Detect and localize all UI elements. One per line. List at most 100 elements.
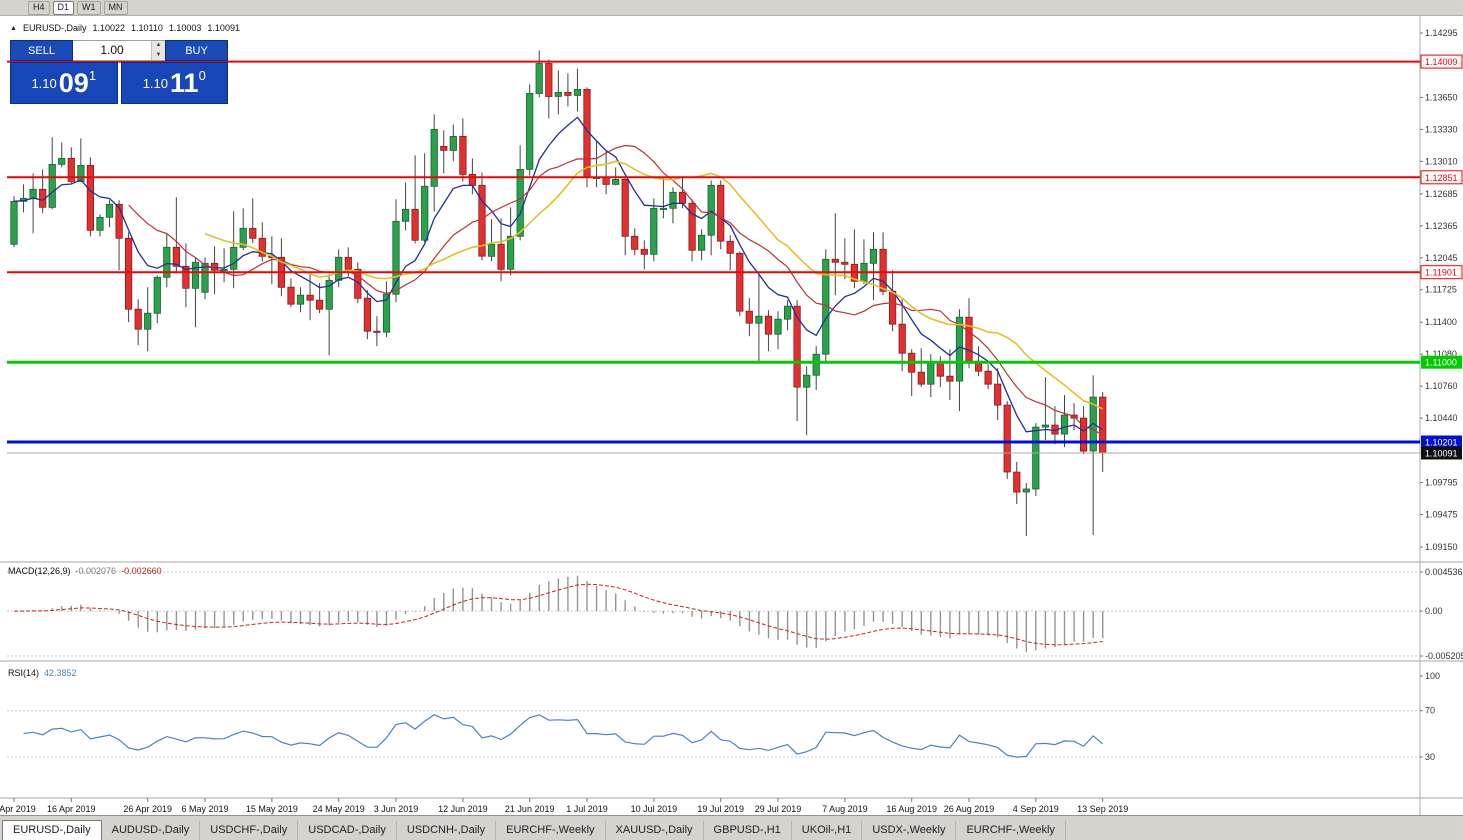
buy-price-prefix: 1.10: [142, 75, 169, 91]
svg-text:1.12365: 1.12365: [1425, 221, 1458, 231]
svg-text:21 Jun 2019: 21 Jun 2019: [505, 804, 555, 814]
svg-text:1.14295: 1.14295: [1425, 28, 1458, 38]
svg-text:4 Sep 2019: 4 Sep 2019: [1013, 804, 1059, 814]
svg-text:70: 70: [1425, 706, 1435, 716]
timeframe-button-h4[interactable]: H4: [28, 0, 50, 15]
timeframe-toolbar: H4 D1 W1 MN: [0, 0, 1463, 16]
svg-text:26 Aug 2019: 26 Aug 2019: [944, 804, 995, 814]
timeframe-button-d1[interactable]: D1: [52, 0, 75, 15]
volume-up-icon[interactable]: ▲: [152, 41, 165, 51]
candlesticks: [10, 50, 1107, 536]
svg-text:1.10091: 1.10091: [1425, 449, 1458, 459]
chart-tabs-bar: EURUSD-,Daily AUDUSD-,Daily USDCHF-,Daily U…: [0, 815, 1463, 840]
chart-tab-usdcnh-daily[interactable]: USDCNH-,Daily: [397, 821, 497, 840]
svg-text:1.12851: 1.12851: [1425, 173, 1458, 183]
svg-text:16 Apr 2019: 16 Apr 2019: [47, 804, 96, 814]
svg-text:15 May 2019: 15 May 2019: [246, 804, 298, 814]
bar-low-value: 1.10003: [168, 23, 202, 33]
svg-text:7 Aug 2019: 7 Aug 2019: [822, 804, 868, 814]
macd-indicator-label: MACD(12,26,9) -0.002076 -0.002660: [8, 566, 162, 576]
svg-text:1.11725: 1.11725: [1425, 285, 1457, 295]
sell-button[interactable]: SELL: [10, 40, 73, 61]
sell-price-pipette: 1: [88, 68, 97, 83]
svg-text:0.004536: 0.004536: [1425, 567, 1463, 577]
sell-price-prefix: 1.10: [31, 75, 57, 91]
ma-line-8: [13, 116, 1104, 433]
chart-tab-eurchf-weekly[interactable]: EURCHF-,Weekly: [956, 821, 1066, 840]
svg-text:1.12685: 1.12685: [1425, 189, 1458, 199]
chart-tab-audusd-daily[interactable]: AUDUSD-,Daily: [102, 821, 201, 840]
svg-text:1.11400: 1.11400: [1425, 317, 1457, 327]
chart-tab-usdcad-daily[interactable]: USDCAD-,Daily: [298, 821, 397, 840]
rsi-panel: 100 70 30: [7, 671, 1440, 762]
svg-text:1.13330: 1.13330: [1425, 124, 1458, 134]
chart-tab-eurusd-daily[interactable]: EURUSD-,Daily: [2, 820, 102, 840]
volume-input[interactable]: 1.00 ▲ ▼: [73, 40, 165, 61]
timeframe-button-mn[interactable]: MN: [103, 0, 128, 15]
buy-price-big-digits: 11: [170, 67, 199, 98]
svg-text:30: 30: [1425, 752, 1435, 762]
chart-tab-usdx-weekly[interactable]: USDX-,Weekly: [862, 821, 957, 840]
svg-text:1.09475: 1.09475: [1425, 510, 1458, 520]
svg-text:1.10760: 1.10760: [1425, 381, 1458, 391]
volume-spinner[interactable]: ▲ ▼: [151, 41, 165, 60]
volume-value[interactable]: 1.00: [100, 43, 124, 57]
svg-text:1.12045: 1.12045: [1425, 253, 1458, 263]
price-chart-canvas[interactable]: 1.142951.139851.136501.133301.130101.126…: [0, 16, 1463, 815]
bar-high-value: 1.10110: [131, 23, 163, 33]
svg-text:26 Apr 2019: 26 Apr 2019: [123, 804, 172, 814]
chart-tab-usdchf-daily[interactable]: USDCHF-,Daily: [200, 821, 299, 840]
svg-text:7 Apr 2019: 7 Apr 2019: [0, 804, 36, 814]
chart-tab-gbpusd-h1[interactable]: GBPUSD-,H1: [704, 821, 792, 840]
svg-text:16 Aug 2019: 16 Aug 2019: [886, 804, 937, 814]
svg-text:1.11080: 1.11080: [1425, 349, 1457, 359]
svg-text:13 Sep 2019: 13 Sep 2019: [1077, 804, 1128, 814]
chart-header: ▲ EURUSD-,Daily 1.10022 1.10110 1.10003 …: [10, 23, 240, 33]
svg-text:1.10440: 1.10440: [1425, 413, 1458, 423]
chart-tab-ukoil-h1[interactable]: UKOil-,H1: [792, 821, 863, 840]
svg-text:24 May 2019: 24 May 2019: [313, 804, 365, 814]
svg-text:10 Jul 2019: 10 Jul 2019: [631, 804, 678, 814]
chart-symbol-label: EURUSD-,Daily: [22, 23, 87, 33]
svg-text:1.11901: 1.11901: [1425, 268, 1457, 278]
sell-price-big-digits: 09: [58, 67, 89, 98]
volume-down-icon[interactable]: ▼: [152, 50, 165, 60]
svg-text:1.13650: 1.13650: [1425, 92, 1458, 102]
sell-price-display[interactable]: 1.10 09 1: [10, 62, 118, 104]
macd-main-value: -0.002076: [75, 566, 117, 576]
svg-text:-0.005205: -0.005205: [1425, 651, 1463, 661]
buy-price-pipette: 0: [198, 68, 206, 83]
buy-price-display[interactable]: 1.10 11 0: [120, 62, 228, 104]
svg-text:12 Jun 2019: 12 Jun 2019: [438, 804, 488, 814]
svg-text:1.09795: 1.09795: [1425, 478, 1458, 488]
svg-text:1.11000: 1.11000: [1425, 358, 1457, 368]
svg-text:1.13010: 1.13010: [1425, 156, 1458, 166]
price-badges: 1.14009 1.12851 1.11901 1.11000 1.102011.100…: [1420, 54, 1463, 460]
panel-separators: [0, 16, 1463, 815]
svg-text:0.00: 0.00: [1425, 606, 1443, 616]
chart-tab-eurchf-weekly[interactable]: EURCHF-,Weekly: [496, 821, 606, 840]
date-axis: 7 Apr 2019 16 Apr 2019 26 Apr 2019 6 May 20…: [0, 798, 1128, 814]
svg-text:1.14009: 1.14009: [1425, 57, 1458, 67]
chart-tab-xauusd-daily[interactable]: XAUUSD-,Daily: [606, 821, 704, 840]
bar-open-value: 1.10022: [92, 23, 125, 33]
timeframe-button-w1[interactable]: W1: [77, 0, 101, 15]
rsi-value: 42.3852: [44, 668, 77, 678]
one-click-trading-panel: SELL 1.00 ▲ ▼ BUY 1.10 09 1 1.10 11 0: [10, 40, 228, 104]
svg-text:1.10201: 1.10201: [1425, 438, 1458, 448]
macd-panel: 0.004536 0.00 -0.005205: [7, 567, 1463, 661]
collapse-panel-icon[interactable]: ▲: [10, 24, 17, 32]
macd-name: MACD(12,26,9): [8, 566, 71, 576]
macd-signal-value: -0.002660: [121, 566, 162, 576]
horizontal-levels: [7, 60, 1420, 454]
rsi-indicator-label: RSI(14) 42.3852: [8, 668, 77, 678]
moving-averages: [13, 116, 1104, 437]
svg-text:100: 100: [1425, 671, 1440, 681]
svg-text:1.09150: 1.09150: [1425, 542, 1458, 552]
ma-line-13: [128, 144, 1104, 437]
bar-close-value: 1.10091: [207, 23, 240, 33]
svg-text:29 Jul 2019: 29 Jul 2019: [755, 804, 802, 814]
buy-button[interactable]: BUY: [165, 40, 228, 61]
svg-text:19 Jul 2019: 19 Jul 2019: [697, 804, 744, 814]
svg-text:6 May 2019: 6 May 2019: [181, 804, 228, 814]
